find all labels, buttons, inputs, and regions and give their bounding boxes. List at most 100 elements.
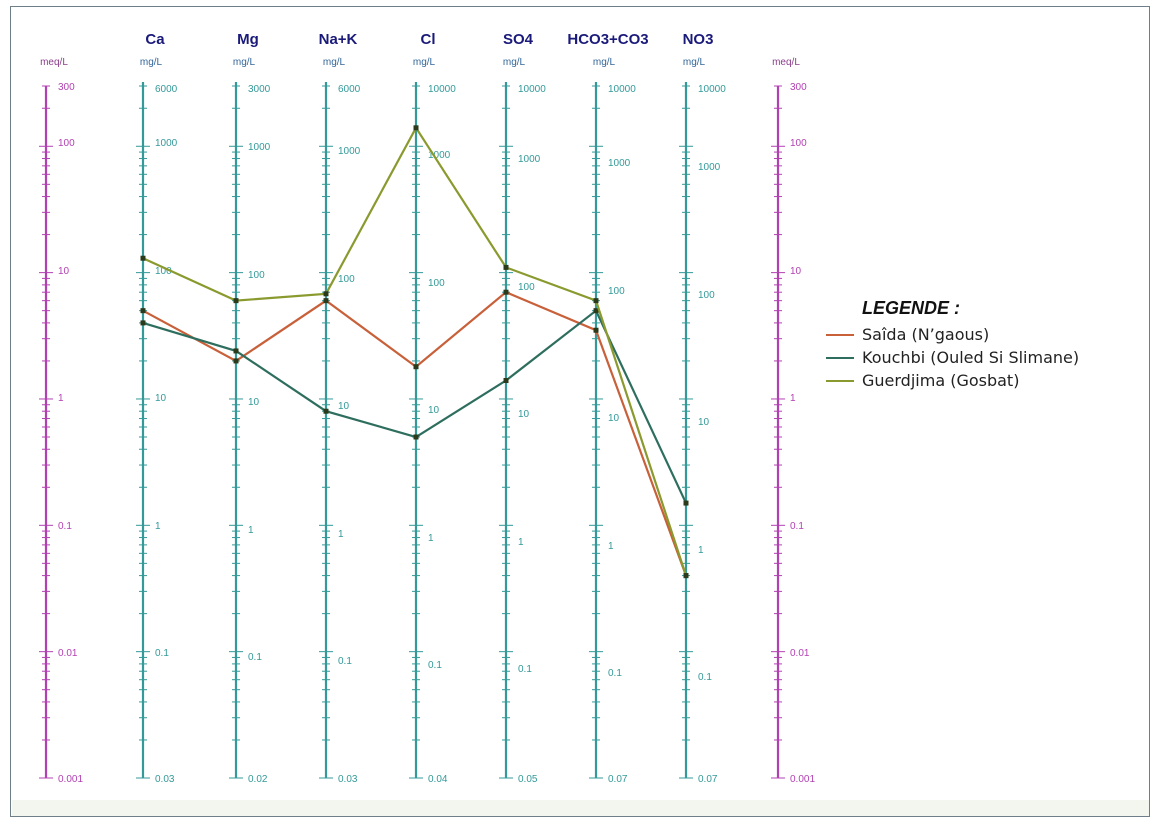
unit-label: mg/L	[413, 57, 436, 68]
tick-label: 0.03	[155, 774, 175, 785]
column-name: NO3	[683, 31, 714, 48]
column-name: SO4	[503, 31, 534, 48]
column-name: Cl	[421, 31, 436, 48]
series-point	[140, 308, 146, 314]
tick-label: 0.1	[608, 668, 622, 679]
tick-label: 10000	[518, 84, 546, 95]
tick-label: 0.1	[790, 521, 804, 532]
tick-label: 10	[790, 266, 802, 277]
tick-label: 1	[155, 521, 161, 532]
tick-label: 100	[608, 286, 625, 297]
tick-label: 10000	[608, 84, 636, 95]
tick-label: 100	[518, 282, 535, 293]
tick-label: 300	[58, 82, 75, 93]
unit-label: mg/L	[140, 57, 163, 68]
chart-frame	[10, 6, 1150, 817]
tick-label: 100	[790, 138, 807, 149]
tick-label: 1000	[428, 150, 451, 161]
tick-label: 0.1	[338, 656, 352, 667]
tick-label: 0.001	[58, 774, 83, 785]
tick-label: 0.01	[790, 648, 810, 659]
tick-label: 1000	[608, 158, 631, 169]
tick-label: 100	[155, 266, 172, 277]
tick-label: 100	[248, 270, 265, 281]
tick-label: 300	[790, 82, 807, 93]
unit-label: mg/L	[593, 57, 616, 68]
series-point	[413, 364, 419, 370]
series-point	[503, 378, 509, 384]
series-point	[323, 291, 329, 297]
legend-item: Guerdjima (Gosbat)	[808, 369, 1153, 392]
legend: LEGENDE : Saîda (N’gaous) Kouchbi (Ouled…	[808, 298, 1153, 392]
legend-label: Saîda (N’gaous)	[862, 325, 990, 344]
series-point	[683, 573, 689, 579]
tick-label: 1000	[155, 138, 178, 149]
tick-label: 10	[698, 417, 710, 428]
column-name: HCO3+CO3	[567, 31, 648, 48]
tick-label: 0.03	[338, 774, 358, 785]
tick-label: 10	[248, 397, 260, 408]
tick-label: 0.05	[518, 774, 538, 785]
tick-label: 1000	[518, 154, 541, 165]
tick-label: 0.1	[155, 648, 169, 659]
tick-label: 1	[248, 525, 254, 536]
tick-label: 0.07	[698, 774, 718, 785]
series-line	[142, 290, 688, 576]
series-point	[323, 408, 329, 414]
series-point	[503, 264, 509, 270]
tick-label: 0.001	[790, 774, 815, 785]
series-point	[413, 434, 419, 440]
series-point	[140, 255, 146, 261]
tick-label: 0.02	[248, 774, 268, 785]
unit-label: mg/L	[503, 57, 526, 68]
series-point	[323, 298, 329, 304]
tick-label: 6000	[155, 84, 178, 95]
legend-item: Saîda (N’gaous)	[808, 323, 1153, 346]
tick-label: 10	[58, 266, 70, 277]
tick-label: 0.1	[518, 664, 532, 675]
legend-item: Kouchbi (Ouled Si Slimane)	[808, 346, 1153, 369]
legend-swatch	[826, 379, 854, 382]
series-point	[593, 327, 599, 333]
column-name: Ca	[145, 31, 165, 48]
tick-label: 0.1	[248, 652, 262, 663]
legend-label: Guerdjima (Gosbat)	[862, 371, 1020, 390]
legend-title: LEGENDE :	[862, 298, 961, 318]
tick-label: 100	[698, 290, 715, 301]
series-point	[503, 289, 509, 295]
tick-label: 0.1	[58, 521, 72, 532]
series-point	[683, 500, 689, 506]
tick-label: 10	[428, 405, 440, 416]
tick-label: 1	[698, 545, 704, 556]
column-name: Mg	[237, 31, 259, 48]
series-point	[413, 125, 419, 131]
tick-label: 0.04	[428, 774, 448, 785]
unit-label: mg/L	[323, 57, 346, 68]
bottom-band	[12, 800, 1149, 816]
tick-label: 1000	[698, 162, 721, 173]
series-point	[233, 298, 239, 304]
legend-label: Kouchbi (Ouled Si Slimane)	[862, 348, 1080, 367]
unit-label: mg/L	[233, 57, 256, 68]
legend-swatch	[826, 333, 854, 336]
unit-label: meq/L	[772, 57, 800, 68]
series-point	[593, 308, 599, 314]
series-line	[142, 308, 687, 504]
tick-label: 100	[428, 278, 445, 289]
tick-label: 1000	[338, 146, 361, 157]
tick-label: 10	[155, 393, 167, 404]
series-point	[233, 358, 239, 364]
tick-label: 1	[608, 541, 614, 552]
tick-label: 1	[428, 533, 434, 544]
series-point	[140, 320, 146, 326]
tick-label: 10	[608, 413, 620, 424]
tick-label: 10	[518, 409, 530, 420]
tick-label: 10000	[698, 84, 726, 95]
tick-label: 1	[58, 393, 64, 404]
tick-label: 0.07	[608, 774, 628, 785]
tick-label: 10000	[428, 84, 456, 95]
tick-label: 1	[790, 393, 796, 404]
tick-label: 1000	[248, 142, 271, 153]
tick-label: 100	[338, 274, 355, 285]
